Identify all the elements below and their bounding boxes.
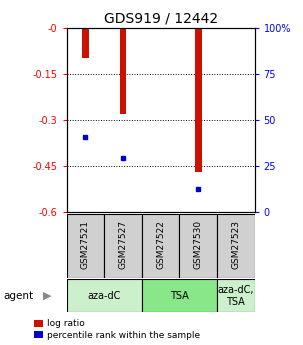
Bar [142, 279, 217, 312]
Bar [67, 214, 104, 278]
Text: GSM27527: GSM27527 [118, 220, 128, 269]
Bar [217, 214, 255, 278]
Bar [104, 214, 142, 278]
Bar [217, 279, 255, 312]
Text: GSM27523: GSM27523 [231, 220, 240, 269]
Bar [142, 214, 179, 278]
Legend: log ratio, percentile rank within the sample: log ratio, percentile rank within the sa… [30, 316, 204, 343]
Text: agent: agent [3, 291, 33, 300]
Text: GSM27522: GSM27522 [156, 220, 165, 269]
Text: ▶: ▶ [43, 291, 51, 300]
Text: GSM27530: GSM27530 [194, 220, 203, 269]
Bar [195, 28, 201, 172]
Text: aza-dC,
TSA: aza-dC, TSA [218, 285, 254, 307]
Bar [120, 28, 126, 114]
Text: TSA: TSA [170, 291, 189, 301]
Text: GSM27521: GSM27521 [81, 220, 90, 269]
Bar [82, 28, 89, 58]
Title: GDS919 / 12442: GDS919 / 12442 [104, 11, 218, 25]
Text: aza-dC: aza-dC [88, 291, 121, 301]
Bar [179, 214, 217, 278]
Bar [67, 279, 142, 312]
